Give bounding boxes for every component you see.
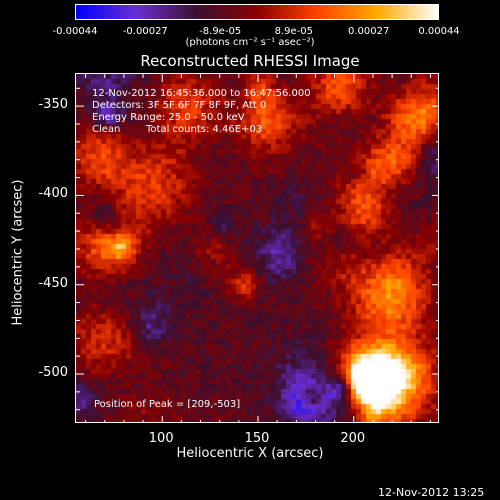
y-tick-label: -450 — [38, 275, 68, 291]
colorbar-tick-label: -8.9e-05 — [199, 26, 242, 37]
chart-title: Reconstructed RHESSI Image — [140, 52, 360, 70]
y-axis-label: Heliocentric Y (arcsec) — [10, 179, 26, 326]
x-tick-label: 100 — [148, 431, 174, 446]
y-tick-label: -400 — [38, 186, 68, 202]
x-tick-label: 150 — [244, 431, 270, 446]
energy-annotation: Energy Range: 25.0 - 50.0 keV — [92, 112, 245, 123]
time-range-annotation: 12-Nov-2012 16:45:36.000 to 16:47:56.000 — [92, 88, 311, 99]
x-tick-label: 200 — [340, 431, 366, 446]
total-counts-annotation: Total counts: 4.46E+03 — [146, 124, 263, 135]
x-axis-label: Heliocentric X (arcsec) — [176, 446, 324, 461]
colorbar-tick-label: -0.00044 — [52, 26, 98, 37]
axes-ticks — [76, 74, 438, 422]
colorbar-units-label: (photons cm⁻² s⁻¹ asec⁻²) — [185, 37, 315, 48]
detectors-annotation: Detectors: 3F 5F 6F 7F 8F 9F, Att 0 — [92, 100, 267, 111]
plot-timestamp: 12-Nov-2012 13:25 — [378, 486, 485, 499]
colorbar — [75, 4, 439, 20]
plot-area: 12-Nov-2012 16:45:36.000 to 16:47:56.000… — [75, 73, 439, 423]
heatmap-image — [76, 74, 438, 422]
y-tick-label: -500 — [38, 365, 68, 380]
colorbar-tick-label: 8.9e-05 — [274, 26, 314, 37]
colorbar-tick-label: -0.00027 — [122, 26, 168, 37]
y-tick-label: -350 — [38, 97, 68, 113]
peak-annotation: Position of Peak = [209,-503] — [94, 399, 241, 410]
colorbar-tick-label: 0.00027 — [347, 26, 390, 37]
clean-annotation: Clean — [92, 124, 121, 135]
colorbar-tick-label: 0.00044 — [418, 26, 460, 37]
